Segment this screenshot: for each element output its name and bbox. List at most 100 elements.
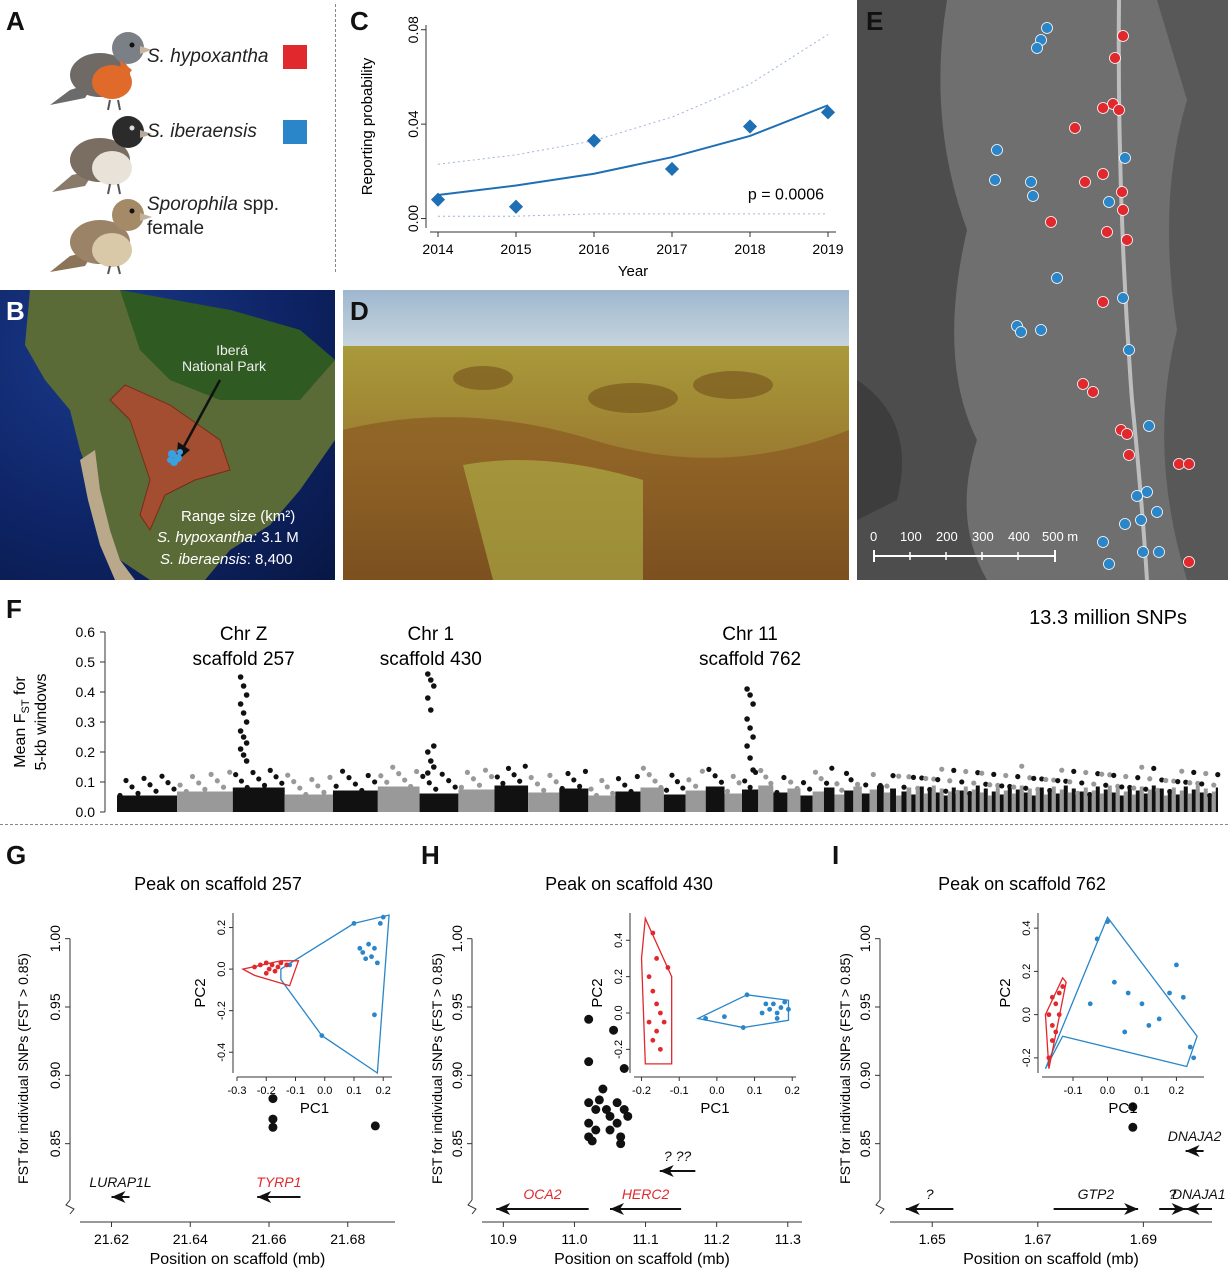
f-peak-point <box>424 695 431 701</box>
f-peak-point <box>744 743 750 749</box>
chart-g-ytick-label: 1.00 <box>47 925 63 952</box>
chart-h-title: Peak on scaffold 430 <box>545 874 713 894</box>
f-scaffold-block <box>1187 793 1192 812</box>
f-scaffold-block <box>1047 790 1052 812</box>
chart-h-snp-point-12 <box>612 1118 622 1128</box>
c-ylabel: Reporting probability <box>359 57 376 195</box>
f-snp-point <box>788 779 794 785</box>
f-snp-point <box>488 774 495 780</box>
south-america-map <box>25 290 335 580</box>
chart-h-inset-point-iberaensis-7 <box>774 1010 780 1016</box>
f-snp-point <box>1067 779 1073 785</box>
sighting-iberaensis-8 <box>1103 196 1115 208</box>
f-snp-point <box>571 777 577 783</box>
f-snp-point <box>333 783 339 789</box>
f-snp-point <box>947 778 953 784</box>
range-iberaensis: S. iberaensis: 8,400 <box>160 551 293 568</box>
f-snp-point <box>1187 780 1193 786</box>
f-snp-point <box>1199 781 1205 787</box>
f-scaffold-block <box>931 785 936 812</box>
chart-g-gene-arrow-1 <box>257 1191 272 1203</box>
sighting-iberaensis-9 <box>1051 272 1063 284</box>
chart-h-xtick-label: 11.0 <box>561 1231 587 1247</box>
f-peak-point <box>744 716 750 722</box>
chart-h-inset-point-hypoxantha-7 <box>654 1028 660 1034</box>
chart-h-inset-xtick-label: -0.1 <box>670 1085 689 1097</box>
f-peak-point <box>744 686 750 692</box>
chart-g-xtick-label: 21.64 <box>173 1231 208 1247</box>
f-snp-point <box>233 772 239 778</box>
chart-h-inset-ytick-label: -0.2 <box>613 1040 625 1059</box>
c-ytick-label: 0.00 <box>405 205 421 232</box>
f-scaffold-block <box>947 791 952 812</box>
f-snp-point <box>227 769 233 775</box>
chart-h-snp-point-9 <box>605 1125 615 1135</box>
chart-g-inset-point-hypoxantha-4 <box>269 962 275 968</box>
chart-g-inset-point-iberaensis-8 <box>372 945 377 951</box>
chart-i-inset-ytick-label: -0.2 <box>1021 1048 1033 1067</box>
chart-h-gene-label-2: ? ?? <box>664 1148 691 1164</box>
chart-i-inset-xtick-label: -0.1 <box>1064 1085 1083 1097</box>
sighting-hypoxantha-17 <box>1121 428 1133 440</box>
chart-i-gene-arrow-2 <box>1171 1203 1186 1215</box>
f-peak-label-line2: scaffold 257 <box>193 649 295 670</box>
chart-g-inset-xtick-label: -0.3 <box>228 1085 247 1097</box>
chart-i-inset-point-hypoxantha-7 <box>1060 984 1066 989</box>
chart-h-snp-point-19 <box>605 1111 615 1121</box>
f-snp-point <box>919 775 925 781</box>
f-scaffold-block <box>663 794 686 812</box>
panel-d-grassland-photo <box>343 290 849 580</box>
f-snp-point <box>1131 785 1137 791</box>
f-snp-point <box>177 782 183 788</box>
chart-i-xtick-label: 1.67 <box>1024 1231 1051 1247</box>
chart-g-ylabel: FST for individual SNPs (FST > 0.85) <box>15 953 31 1184</box>
chart-g-inset-hull-hypoxantha <box>240 960 300 987</box>
c-ytick-label: 0.04 <box>405 110 421 137</box>
f-snp-point <box>951 767 957 773</box>
f-scaffold-block <box>1167 791 1172 812</box>
f-snp-point <box>159 773 165 779</box>
f-snp-point <box>669 772 675 778</box>
range-hypoxantha-name: S. hypoxantha: <box>157 529 258 546</box>
f-scaffold-block <box>640 787 664 812</box>
bird-female-illustration <box>50 199 152 275</box>
f-snp-point <box>482 767 489 773</box>
f-peak-point <box>243 758 250 764</box>
c-data-point-2017 <box>664 161 680 177</box>
f-scaffold-block <box>939 788 944 812</box>
f-snp-point <box>622 782 628 788</box>
sighting-iberaensis-14 <box>1123 344 1135 356</box>
c-annotation: p = 0.0006 <box>748 187 824 204</box>
f-snp-point <box>220 784 227 790</box>
f-ylabel-line2: 5-kb windows <box>33 674 50 771</box>
f-scaffold-block <box>559 788 589 812</box>
chart-h-xtick-label: 11.1 <box>632 1231 658 1247</box>
c-data-point-2019 <box>820 105 836 120</box>
f-scaffold-block <box>1215 787 1218 812</box>
f-snp-point <box>433 786 439 792</box>
f-peak-label-line2: scaffold 430 <box>380 649 482 670</box>
chart-i-ytick-label: 0.90 <box>857 1061 873 1088</box>
f-scaffold-block <box>1091 790 1096 812</box>
sighting-iberaensis-23 <box>1137 546 1149 558</box>
f-scaffold-block <box>1131 794 1136 812</box>
chart-h-inset-point-iberaensis-12 <box>763 1001 769 1007</box>
f-peak-point <box>243 740 250 746</box>
f-snp-point <box>1203 770 1209 777</box>
f-ytick-label: 0.6 <box>76 624 96 640</box>
chart-i-inset-point-hypoxantha-3 <box>1056 990 1062 996</box>
f-scaffold-block <box>834 794 845 812</box>
f-snp-point <box>995 782 1001 788</box>
f-snp-point <box>565 770 571 777</box>
chart-i-inset-point-hypoxantha-2 <box>1053 1001 1059 1007</box>
sighting-iberaensis-4 <box>989 174 1001 186</box>
f-snp-point <box>1211 782 1217 788</box>
f-scaffold-block <box>1163 795 1168 812</box>
f-scaffold-block <box>284 794 333 812</box>
f-scaffold-block <box>332 790 378 812</box>
f-snp-point <box>699 768 705 774</box>
chart-g-snp-point-0 <box>268 1094 278 1104</box>
f-scaffold-block <box>1087 794 1092 812</box>
chart-h-inset-point-iberaensis-6 <box>770 1001 776 1007</box>
f-scaffold-block <box>1171 787 1176 812</box>
